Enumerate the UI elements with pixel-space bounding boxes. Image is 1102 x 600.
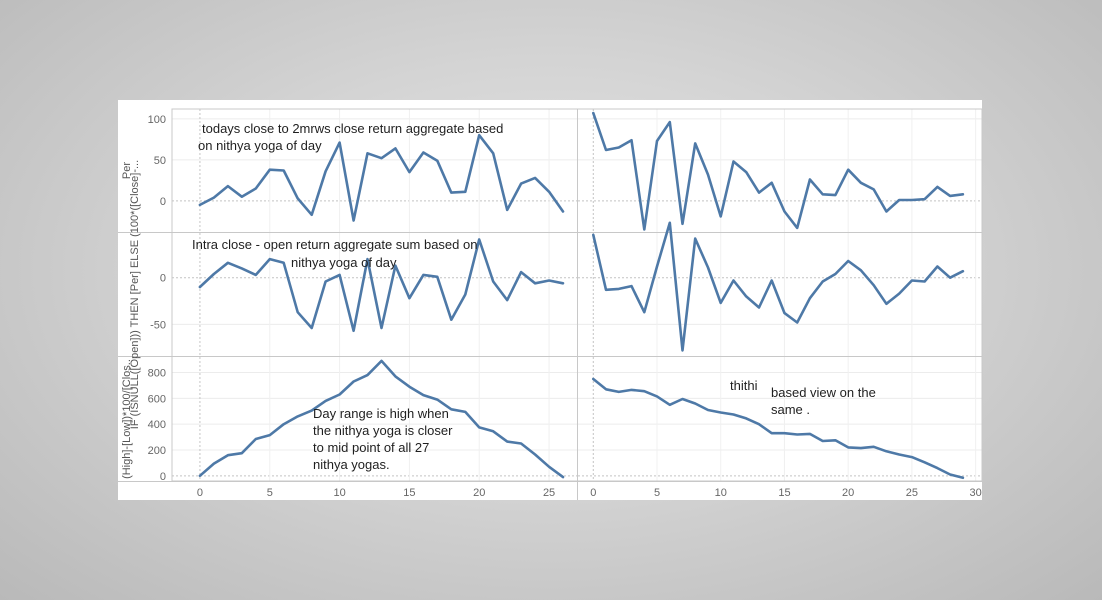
line-layer — [198, 111, 965, 480]
chart-panel-background — [118, 100, 982, 500]
y-tick-label: 0 — [160, 471, 166, 483]
annotation-mid-line2: nithya yoga of day — [291, 255, 397, 270]
x-tick-label: 15 — [778, 487, 790, 499]
annotation-top-line1: todays close to 2mrws close return aggre… — [202, 121, 504, 136]
y-tick-label: -50 — [150, 319, 166, 331]
x-tick-label: 15 — [403, 487, 415, 499]
x-tick-label: 20 — [842, 487, 854, 499]
series-line — [198, 133, 565, 222]
annotation-day-range: Day range is high when the nithya yoga i… — [313, 406, 453, 472]
y-axis-label: IF (ISNULL([Open])) THEN [Per] ELSE (100… — [129, 160, 141, 429]
annotation-top-line2: on nithya yoga of day — [198, 138, 322, 153]
x-tick-label: 0 — [197, 487, 203, 499]
series-line — [591, 221, 965, 352]
series-line — [198, 238, 565, 333]
x-tick-label: 25 — [543, 487, 555, 499]
x-tick-label: 30 — [970, 487, 982, 499]
y-tick-label: 100 — [148, 114, 166, 126]
y-tick-label: 200 — [148, 445, 166, 457]
y-tick-label: 0 — [160, 273, 166, 285]
series-line — [591, 377, 965, 480]
y-axis-label: Per — [121, 162, 133, 179]
y-tick-label: 0 — [160, 196, 166, 208]
x-tick-label: 10 — [333, 487, 345, 499]
y-tick-label: 800 — [148, 368, 166, 380]
y-axis-label: (High]-[Low])*100/[Clos.. — [121, 359, 133, 479]
annotation-mid-line1: Intra close - open return aggregate sum … — [192, 237, 478, 252]
x-tick-label: 25 — [906, 487, 918, 499]
x-tick-label: 20 — [473, 487, 485, 499]
y-tick-label: 600 — [148, 393, 166, 405]
y-tick-label: 50 — [154, 155, 166, 167]
frame-layer — [118, 108, 983, 500]
y-tick-label: 400 — [148, 419, 166, 431]
series-line — [198, 359, 565, 479]
x-tick-label: 5 — [267, 487, 273, 499]
series-line — [591, 111, 965, 231]
x-tick-label: 0 — [590, 487, 596, 499]
annotation-thithi-desc: based view on the same . — [771, 385, 876, 417]
x-tick-label: 5 — [654, 487, 660, 499]
annotation-thithi: thithi — [730, 378, 758, 393]
x-tick-label: 10 — [715, 487, 727, 499]
